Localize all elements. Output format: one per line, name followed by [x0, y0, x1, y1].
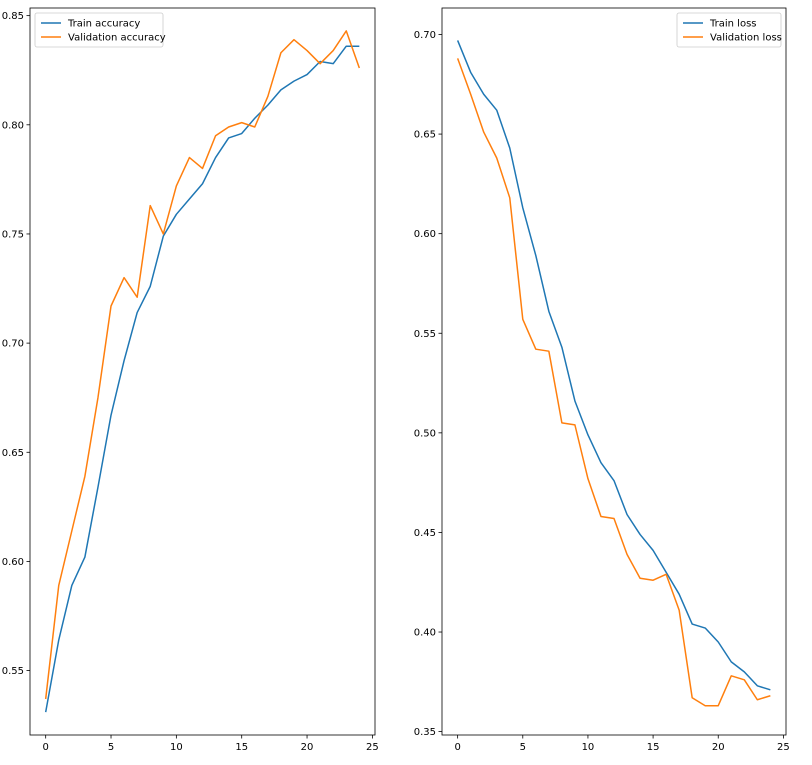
- legend-label: Train loss: [709, 19, 757, 30]
- x-tick-label: 10: [170, 742, 183, 753]
- y-tick-label: 0.70: [414, 30, 436, 41]
- chart-panel-1: 0 5 10 15 20 25 0.55 0.60 0.65 0.70 0.75 0.80 0.85 Tr…: [2, 7, 379, 753]
- y-tick-label: 0.60: [2, 557, 24, 568]
- legend-box: [676, 12, 782, 48]
- y-tick-label: 0.75: [2, 229, 24, 240]
- x-tick-label: 20: [712, 742, 725, 753]
- x-tick-label: 25: [366, 742, 379, 753]
- y-tick-label: 0.85: [2, 11, 24, 22]
- y-tick-label: 0.70: [2, 339, 24, 350]
- legend-label: Validation loss: [710, 33, 782, 44]
- x-tick-label: 15: [235, 742, 248, 753]
- series-line-validation: [44, 30, 361, 700]
- x-tick-label: 25: [777, 742, 790, 753]
- axes-frame: [441, 7, 787, 736]
- y-tick-label: 0.65: [2, 448, 24, 459]
- legend: Train accuracy Validation accuracy: [34, 12, 166, 48]
- axes-frame: [29, 7, 376, 736]
- series-line-train: [44, 45, 360, 713]
- x-tick-label: 15: [647, 742, 660, 753]
- chart-panel-2: 0 5 10 15 20 25 0.35 0.40 0.45 0.50 0.55 0.60 0.65 0.…: [414, 7, 790, 753]
- x-tick-label: 0: [454, 742, 460, 753]
- legend-label: Validation accuracy: [68, 33, 166, 44]
- y-tick-label: 0.55: [414, 329, 436, 340]
- legend-box: [34, 12, 164, 48]
- x-tick-label: 20: [301, 742, 314, 753]
- y-tick-label: 0.50: [414, 428, 436, 439]
- y-tick-label: 0.40: [414, 628, 436, 639]
- legend-label: Train accuracy: [67, 19, 140, 30]
- y-tick-label: 0.65: [414, 130, 436, 141]
- series-line-validation: [456, 58, 771, 707]
- y-tick-label: 0.35: [414, 727, 436, 738]
- y-tick-label: 0.80: [2, 120, 24, 131]
- legend: Train loss Validation loss: [676, 12, 782, 48]
- x-tick-label: 5: [108, 742, 114, 753]
- y-tick-label: 0.45: [414, 528, 436, 539]
- x-tick-label: 0: [42, 742, 48, 753]
- y-tick-label: 0.55: [2, 666, 24, 677]
- y-tick-label: 0.60: [414, 229, 436, 240]
- x-tick-label: 5: [520, 742, 526, 753]
- series-line-train: [456, 40, 771, 691]
- x-tick-label: 10: [582, 742, 595, 753]
